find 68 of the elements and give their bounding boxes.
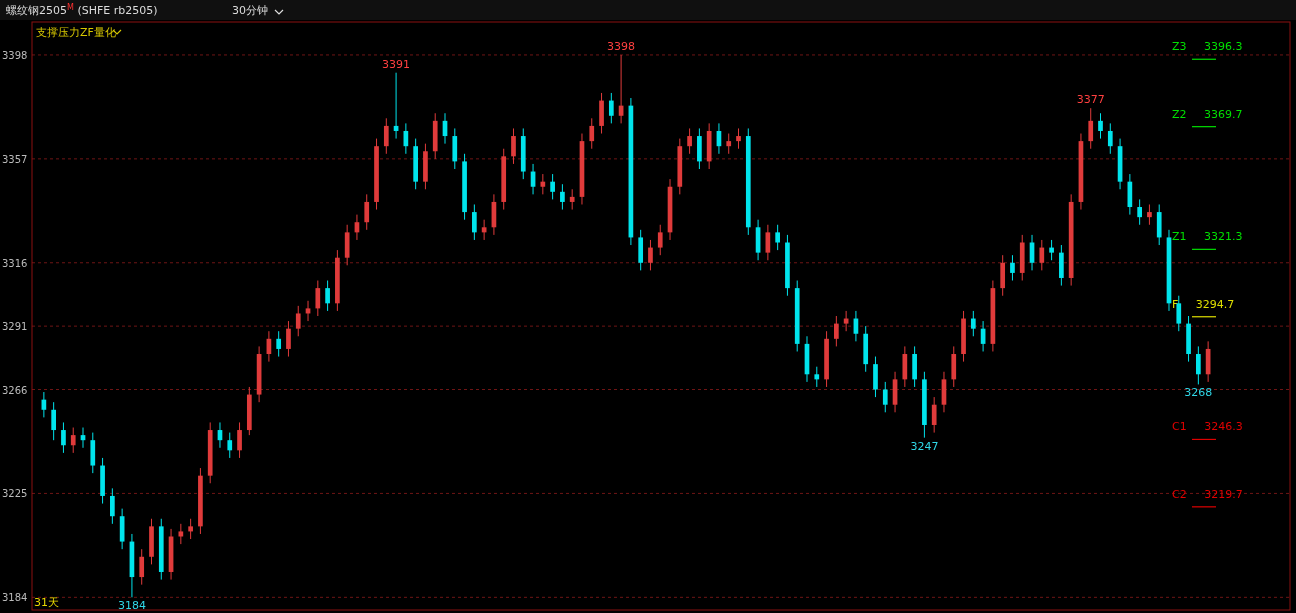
candlestick	[227, 432, 233, 459]
candlestick	[1176, 295, 1182, 332]
candlestick	[237, 421, 242, 459]
candlestick	[569, 188, 575, 211]
candlestick	[687, 127, 692, 155]
candlestick	[511, 127, 516, 165]
candlestick	[61, 421, 66, 454]
annotation: 支撑压力ZF量化	[36, 26, 116, 39]
candlestick	[51, 401, 56, 441]
candlestick	[315, 280, 321, 317]
annotation: 3247	[910, 439, 939, 453]
candlestick	[110, 487, 115, 525]
ref-line-label: C1 3246.3	[1172, 420, 1243, 434]
annotation: 3268	[1184, 386, 1213, 400]
candlestick	[1196, 345, 1201, 385]
candlestick	[276, 330, 282, 358]
y-tick-label: 3291	[2, 321, 28, 333]
candlestick	[1010, 254, 1015, 282]
annotation: 3391	[382, 57, 411, 71]
candlestick	[540, 173, 546, 195]
candlestick	[178, 523, 184, 545]
candlestick	[736, 127, 741, 150]
candlestick	[775, 224, 780, 251]
annotation: 31天	[34, 596, 59, 609]
candlestick	[1137, 198, 1142, 226]
ref-line-label: C2 3219.7	[1172, 487, 1243, 501]
y-tick-label: 3398	[2, 49, 28, 61]
chart-title: 螺纹钢2505$^{M}$ (SHFE rb2505)	[6, 2, 158, 17]
ref-line-label: Z3 3396.3	[1172, 40, 1243, 54]
candlestick	[726, 133, 732, 155]
y-tick-label: 3357	[2, 153, 28, 165]
ref-line-label: Z1 3321.3	[1172, 230, 1243, 244]
candlestick	[882, 381, 888, 413]
candlestick	[657, 224, 663, 256]
y-tick-label: 3266	[2, 384, 28, 396]
candlestick	[364, 193, 370, 231]
candlestick	[70, 427, 76, 454]
annotation: 3398	[607, 39, 636, 53]
candlestick	[295, 305, 301, 337]
ref-line-label: Z2 3369.7	[1172, 107, 1243, 121]
candlestick	[560, 183, 565, 211]
candlestick	[383, 117, 389, 155]
annotation: 3184	[117, 599, 146, 613]
candlestick	[1107, 122, 1113, 155]
candlestick	[188, 518, 193, 540]
candlestick	[286, 320, 291, 358]
annotation: 3377	[1076, 93, 1105, 107]
chart-subtitle: 30分钟	[232, 4, 268, 17]
candlestick	[931, 396, 937, 434]
candlestick	[814, 366, 820, 388]
candlestick	[834, 315, 839, 347]
candlestick	[139, 548, 145, 586]
candlestick	[1088, 107, 1094, 150]
y-tick-label: 3225	[2, 488, 28, 500]
candlestick	[325, 280, 330, 312]
candlestick	[1147, 203, 1152, 226]
y-tick-label: 3184	[2, 592, 28, 604]
candlestick	[550, 173, 555, 200]
ref-line-label: F 3294.7	[1172, 297, 1235, 311]
candlestick	[589, 117, 595, 150]
candlestick	[472, 203, 477, 241]
candlestick	[1039, 239, 1045, 271]
candlestick	[608, 92, 614, 124]
candlestick	[648, 239, 653, 271]
candlestick	[970, 310, 976, 337]
candlestick	[1049, 239, 1054, 261]
candlestick	[1098, 112, 1103, 140]
y-tick-label: 3316	[2, 257, 28, 269]
